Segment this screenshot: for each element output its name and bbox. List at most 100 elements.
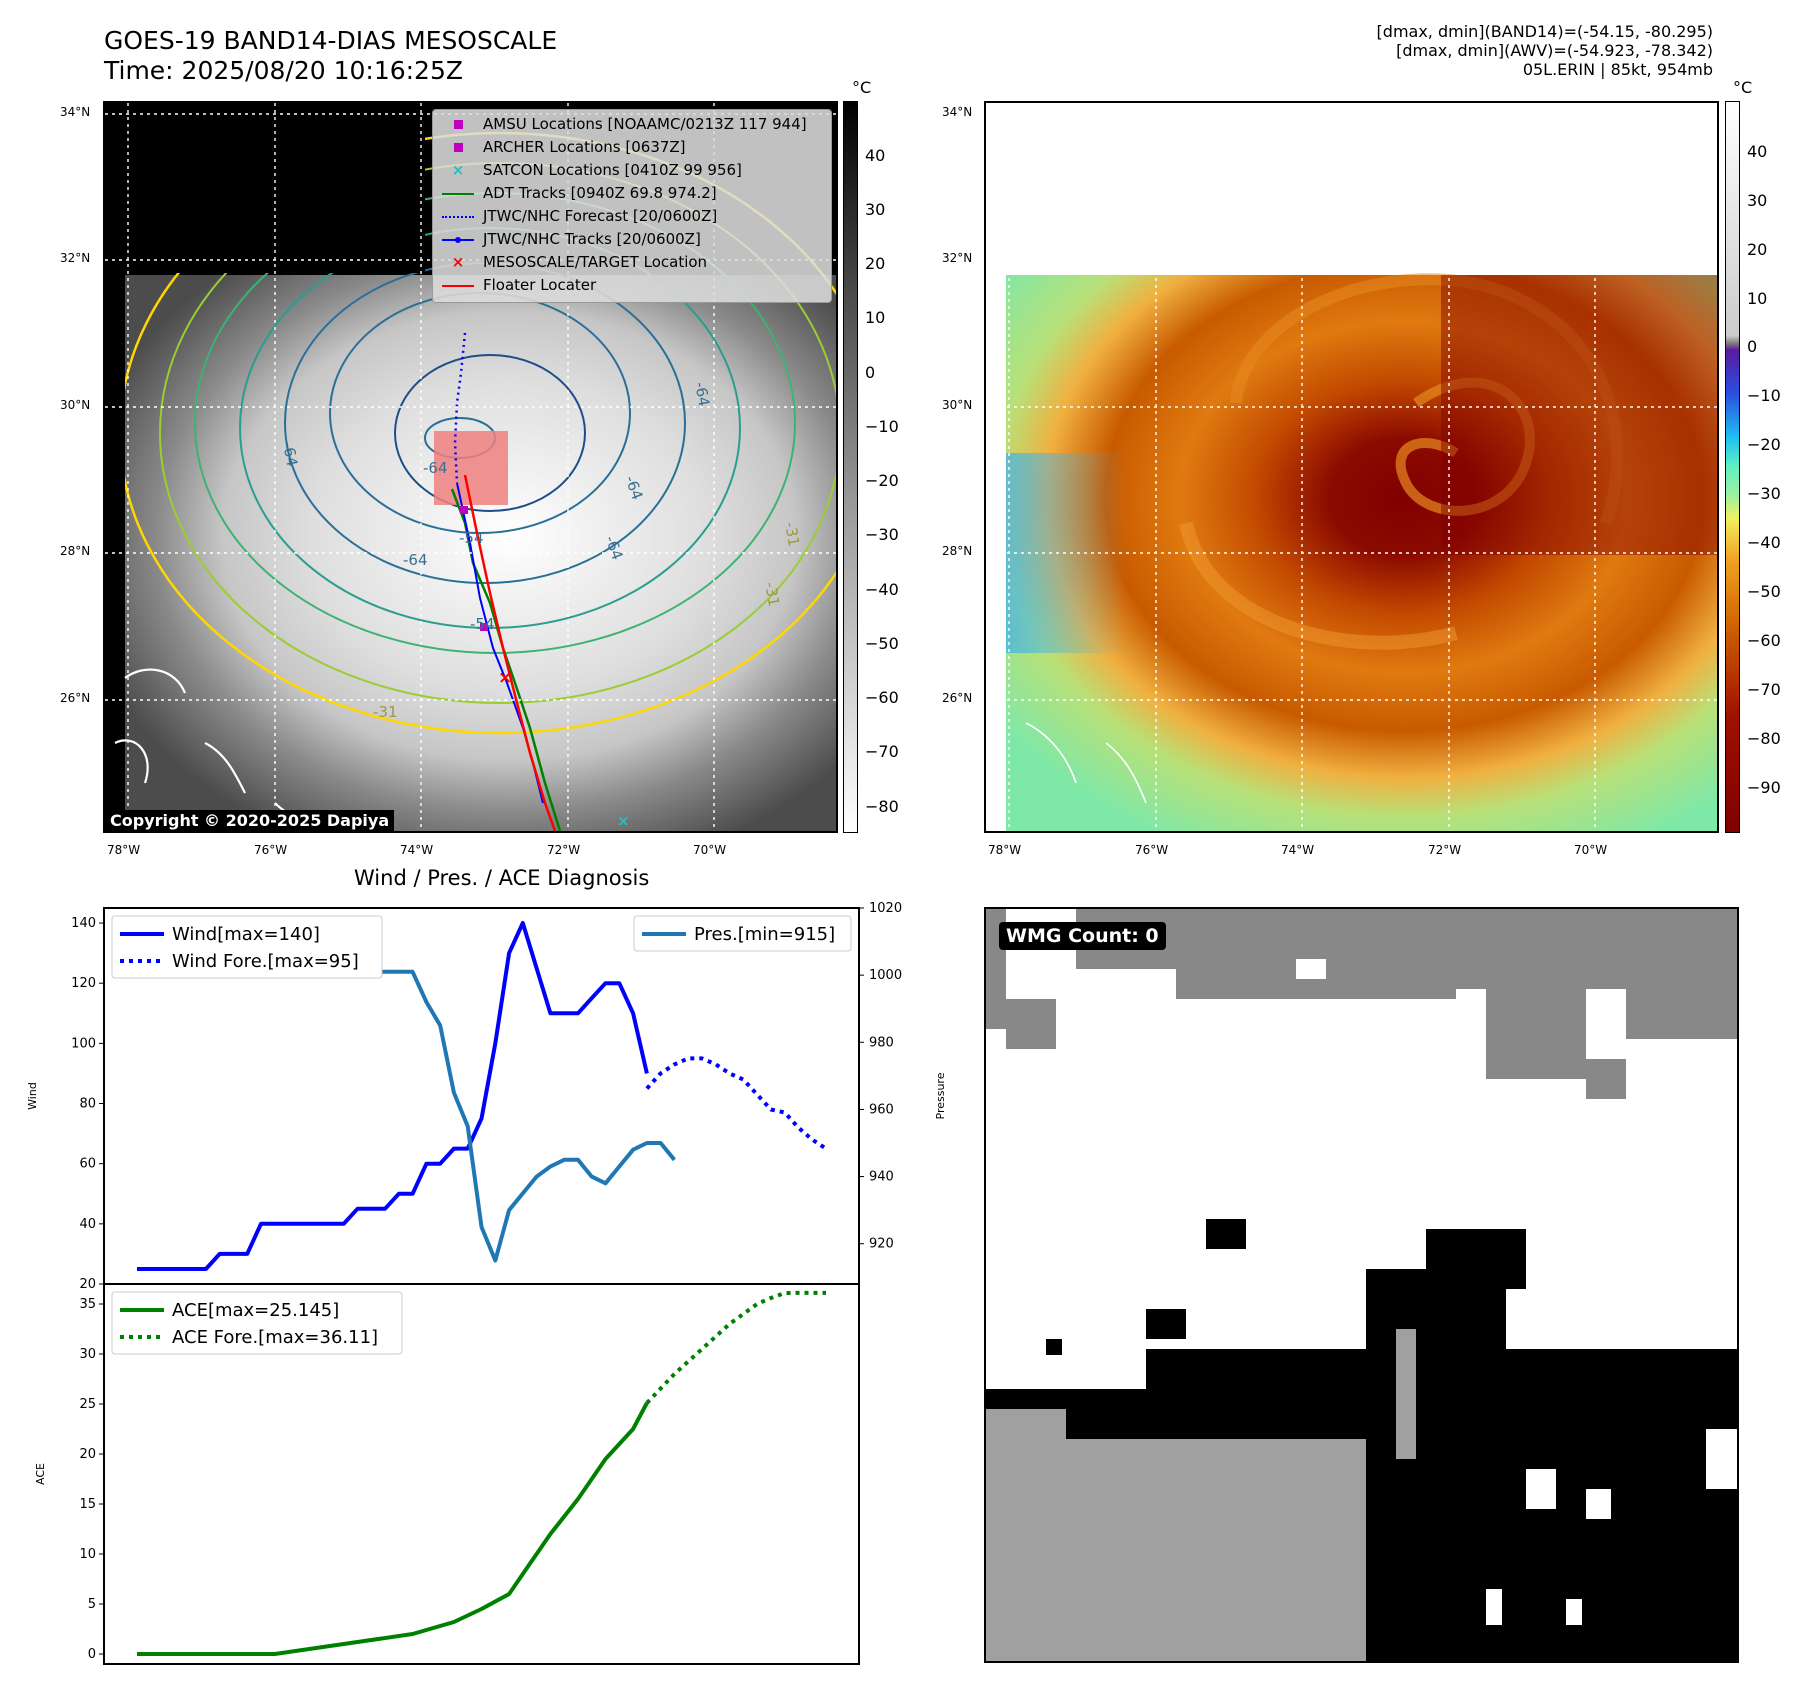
lat-label: 30°N [942,398,973,412]
contour-label: -64 [279,441,301,468]
colorbar-unit: °C [852,78,872,97]
colorbar-tick: 20 [865,254,886,273]
diagnosis-title: Wind / Pres. / ACE Diagnosis [354,866,650,890]
colorbar-tick: −10 [865,417,899,436]
storm-info: 05L.ERIN | 85kt, 954mb [1522,60,1713,79]
enhanced-ir-image [986,103,1717,831]
title-product: GOES-19 BAND14-DIAS MESOSCALE [104,26,558,55]
pressure-legend [633,915,852,952]
lat-label: 30°N [60,398,91,412]
colorbar-tick: −30 [1747,484,1781,503]
wmg-region-gray [1486,969,1586,1079]
wmg-region-black [1426,1229,1526,1289]
legend-label: Floater Locater [483,276,597,294]
wmg-region-clear [1706,1429,1737,1489]
wmg-region-clear [1486,1589,1502,1625]
enhanced-colorbar [1725,101,1740,833]
colorbar-tick: 40 [1747,142,1768,161]
ace-line [137,1402,649,1656]
pressure-tick-label: 1020 [869,901,902,916]
satcon-marker: × [617,812,630,830]
pressure-tick-label: 920 [869,1237,894,1252]
contour-label: -54 [459,529,484,547]
square-marker-icon [439,120,477,129]
line-dot-icon [439,236,477,244]
diagnosis-chart: 2040608010012014092094096098010001020051… [26,901,947,1665]
colorbar-tick: 20 [1747,240,1768,259]
lon-label: 76°W [1135,843,1169,857]
pressure-tick-label: 940 [869,1170,894,1185]
colorbar-tick: −40 [865,580,899,599]
colorbar-tick: −70 [1747,680,1781,699]
legend-label: SATCON Locations [0410Z 99 956] [483,161,742,179]
legend-item-target: × MESOSCALE/TARGET Location [439,251,825,274]
contour-label: -31 [781,521,803,548]
enhanced-ir-panel [984,101,1719,833]
ace-tick-label: 30 [79,1347,96,1362]
wmg-classification-map [986,909,1737,1661]
colorbar-tick: −20 [865,471,899,490]
ir-map-image: × × -64 -64 -64 -64 -64 -64 -54 -54 -31 … [105,103,836,831]
colorbar-tick: 0 [1747,337,1758,356]
stats-header: [dmax, dmin](BAND14)=(-54.15, -80.295) [… [1377,22,1713,79]
lon-label: 78°W [988,843,1022,857]
wmg-region-gray [1006,999,1056,1049]
wmg-region-gray [1586,1059,1626,1099]
pressure-axis-label: Pressure [934,1072,947,1119]
legend-label: ARCHER Locations [0637Z] [483,138,686,156]
colorbar-tick: 10 [1747,289,1768,308]
lon-label: 74°W [1281,843,1315,857]
wind-line [137,921,649,1271]
archer-marker [480,623,488,631]
lat-label: 32°N [60,251,91,265]
ace-tick-label: 35 [79,1297,96,1312]
lat-label: 26°N [60,691,91,705]
line-icon [439,284,477,287]
ace-axes [103,1283,860,1665]
colorbar-tick: −70 [865,742,899,761]
wmg-region-lightgray [986,1439,1366,1661]
wmg-region-clear [1586,1489,1611,1519]
lon-label: 74°W [400,843,434,857]
lat-label: 28°N [942,544,973,558]
legend-label: JTWC/NHC Forecast [20/0600Z] [483,207,718,225]
legend-item-jtwc-forecast: JTWC/NHC Forecast [20/0600Z] [439,205,825,228]
ace-tick-label: 10 [79,1547,96,1562]
colorbar-tick: −30 [865,525,899,544]
awv-dmax-dmin: [dmax, dmin](AWV)=(-54.923, -78.342) [1396,41,1713,60]
legend-item-adt: ADT Tracks [0940Z 69.8 974.2] [439,182,825,205]
wind-tick-label: 80 [79,1097,96,1112]
line-icon [439,192,477,195]
wind-tick-label: 60 [79,1157,96,1172]
pressure-tick-label: 960 [869,1102,894,1117]
colorbar-tick: 30 [1747,191,1768,210]
dotted-line-icon [439,215,477,218]
contour-label: -64 [691,381,713,408]
x-marker-icon: × [451,161,465,179]
wmg-region-lightgray [986,1409,1066,1449]
x-marker-icon: × [451,253,465,271]
legend-label: Pres.[min=915] [694,924,835,945]
wind-legend [111,915,383,979]
ace-tick-label: 15 [79,1497,96,1512]
pressure-tick-label: 980 [869,1035,894,1050]
title-time: Time: 2025/08/20 10:16:25Z [104,56,463,85]
coastline [114,668,306,817]
lat-label: 28°N [60,544,91,558]
lat-label: 34°N [60,105,91,119]
wmg-region-black [1206,1219,1246,1249]
wind-tick-label: 20 [79,1277,96,1292]
pressure-tick-label: 1000 [869,968,902,983]
colorbar-tick: −80 [1747,729,1781,748]
colorbar-tick: −50 [1747,582,1781,601]
wmg-count-badge: WMG Count: 0 [999,922,1166,950]
mesoscale-target-box [434,431,508,505]
figure-title: GOES-19 BAND14-DIAS MESOSCALE Time: 2025… [104,26,557,86]
ace-legend [111,1291,403,1355]
colorbar-tick: −40 [1747,533,1781,552]
contour-label: -31 [373,703,398,721]
ace-tick-label: 0 [88,1647,96,1662]
ir-colorbar-ticks: 40 30 20 10 0 −10 −20 −30 −40 −50 −60 −7… [865,101,915,833]
square-marker-icon [439,143,477,152]
colorbar-tick: −80 [865,797,899,816]
